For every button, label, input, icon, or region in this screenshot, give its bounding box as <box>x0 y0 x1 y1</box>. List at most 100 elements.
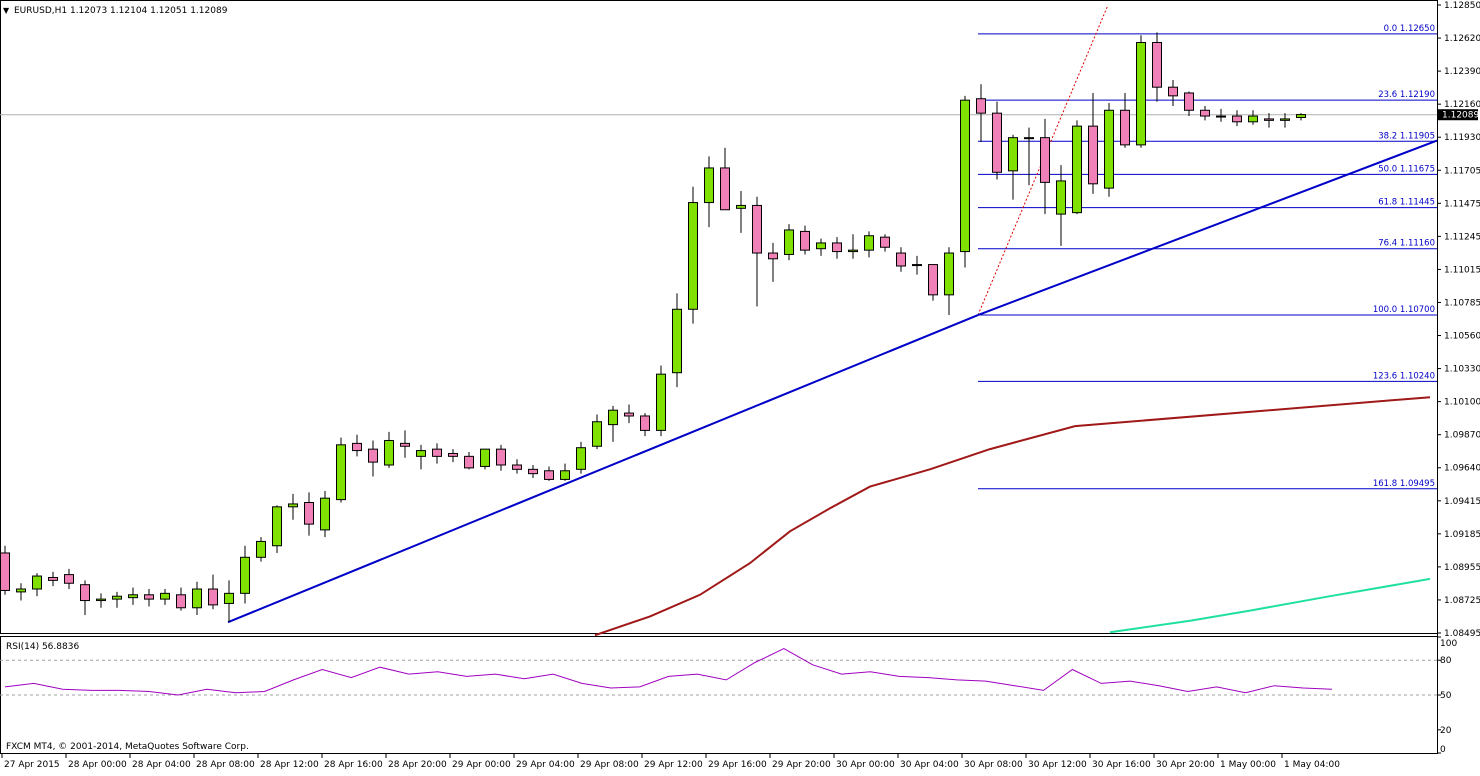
price-tick-label: 1.11475 <box>1444 199 1480 209</box>
rsi-indicator <box>0 648 1437 696</box>
candle <box>864 231 874 258</box>
candle-body <box>1104 109 1114 189</box>
moving-averages <box>594 396 1431 637</box>
candle <box>816 238 826 256</box>
candle <box>32 573 42 597</box>
candle <box>112 591 122 608</box>
candle <box>0 545 10 595</box>
candles <box>0 32 1306 623</box>
candle-body <box>1200 109 1210 117</box>
candle-body <box>800 230 810 251</box>
candle-body <box>848 249 858 253</box>
current-price-label: 1.12089 <box>1442 111 1479 121</box>
candle-body <box>128 594 138 599</box>
candle <box>48 571 58 587</box>
candle-body <box>1136 41 1146 146</box>
trendline-segment <box>227 314 979 624</box>
price-tick-label: 1.09185 <box>1444 530 1480 540</box>
candle-body <box>496 448 506 466</box>
candle-body <box>880 236 890 248</box>
candle-body <box>256 540 266 558</box>
fibo-level-label: 23.6 1.12190 <box>1378 90 1435 100</box>
candle-body <box>112 595 122 600</box>
candle-body <box>0 552 10 591</box>
price-tick-label: 1.10560 <box>1444 332 1480 342</box>
candle <box>1088 92 1098 194</box>
candle-body <box>608 409 618 426</box>
time-tick-label: 27 Apr 2015 <box>4 760 60 770</box>
rsi-tick-label: 20 <box>1440 726 1452 736</box>
candle <box>1184 91 1194 117</box>
time-tick-label: 30 Apr 08:00 <box>964 760 1023 770</box>
time-tick-label: 30 Apr 00:00 <box>836 760 895 770</box>
candle-body <box>64 574 74 584</box>
candle-body <box>80 584 90 602</box>
trendline-group[interactable] <box>227 139 1438 624</box>
candle-body <box>464 455 474 469</box>
candle-body <box>512 464 522 470</box>
candle <box>960 95 970 268</box>
fibo-level-label: 0.0 1.12650 <box>1384 24 1435 34</box>
time-tick-label: 29 Apr 16:00 <box>708 760 767 770</box>
candle <box>416 444 426 470</box>
price-tick-label: 1.09870 <box>1444 431 1480 441</box>
price-tick-label: 1.08955 <box>1444 563 1480 573</box>
time-tick-label: 30 Apr 12:00 <box>1028 760 1087 770</box>
price-tick-label: 1.11930 <box>1444 133 1480 143</box>
candle-body <box>1120 109 1130 146</box>
candle <box>1120 92 1130 148</box>
candle-body <box>832 242 842 253</box>
fibo-level-label: 38.2 1.11905 <box>1378 131 1435 141</box>
candle <box>224 580 234 623</box>
candle-body <box>1232 115 1242 123</box>
candle <box>1232 110 1242 127</box>
candle <box>1072 120 1082 215</box>
candle-body <box>736 204 746 209</box>
rsi-tick-label: 100 <box>1440 639 1457 649</box>
candle-body <box>1184 92 1194 111</box>
candle-body <box>1264 118 1274 121</box>
candle-body <box>400 442 410 447</box>
candle <box>640 413 650 437</box>
candle-body <box>784 229 794 255</box>
time-tick-label: 28 Apr 08:00 <box>196 760 255 770</box>
candle <box>80 580 90 615</box>
chart-menu-icon[interactable]: ▼ <box>3 6 10 15</box>
candle-body <box>672 308 682 374</box>
candle-body <box>752 204 762 254</box>
candle <box>128 587 138 605</box>
candle <box>528 465 538 478</box>
candle-body <box>1040 137 1050 183</box>
candle <box>432 443 442 464</box>
time-tick-label: 30 Apr 20:00 <box>1156 760 1215 770</box>
fibonacci-retracement[interactable]: 0.0 1.12650 23.6 1.12190 38.2 1.11905 50.0 … <box>977 4 1437 490</box>
candle-body <box>528 468 538 475</box>
fibo-level-label: 123.6 1.10240 <box>1373 371 1435 381</box>
candle <box>96 593 106 608</box>
candle <box>336 437 346 503</box>
candle-body <box>224 592 234 604</box>
price-tick-label: 1.12160 <box>1444 100 1480 110</box>
candle <box>800 225 810 255</box>
price-tick-label: 1.11245 <box>1444 232 1480 242</box>
price-tick-label: 1.12390 <box>1444 67 1480 77</box>
candle <box>1040 118 1050 215</box>
candle-body <box>1072 125 1082 214</box>
candle <box>304 492 314 536</box>
candle-body <box>912 264 922 267</box>
candle <box>448 449 458 463</box>
candle-body <box>704 167 714 204</box>
candle-body <box>1296 114 1306 118</box>
rsi-axis: 100 80 50 20 0 <box>1437 636 1457 755</box>
candle-body <box>304 501 314 525</box>
symbol-quote-line: EURUSD,H1 1.12073 1.12104 1.12051 1.1208… <box>14 6 228 16</box>
candle <box>208 574 218 610</box>
candle-body <box>1216 115 1226 118</box>
price-tick-label: 1.08495 <box>1444 629 1480 639</box>
candle <box>1248 110 1258 125</box>
candle <box>1280 113 1290 128</box>
candle <box>848 234 858 259</box>
candle-body <box>288 503 298 508</box>
fibo-level-label: 50.0 1.11675 <box>1378 164 1435 174</box>
